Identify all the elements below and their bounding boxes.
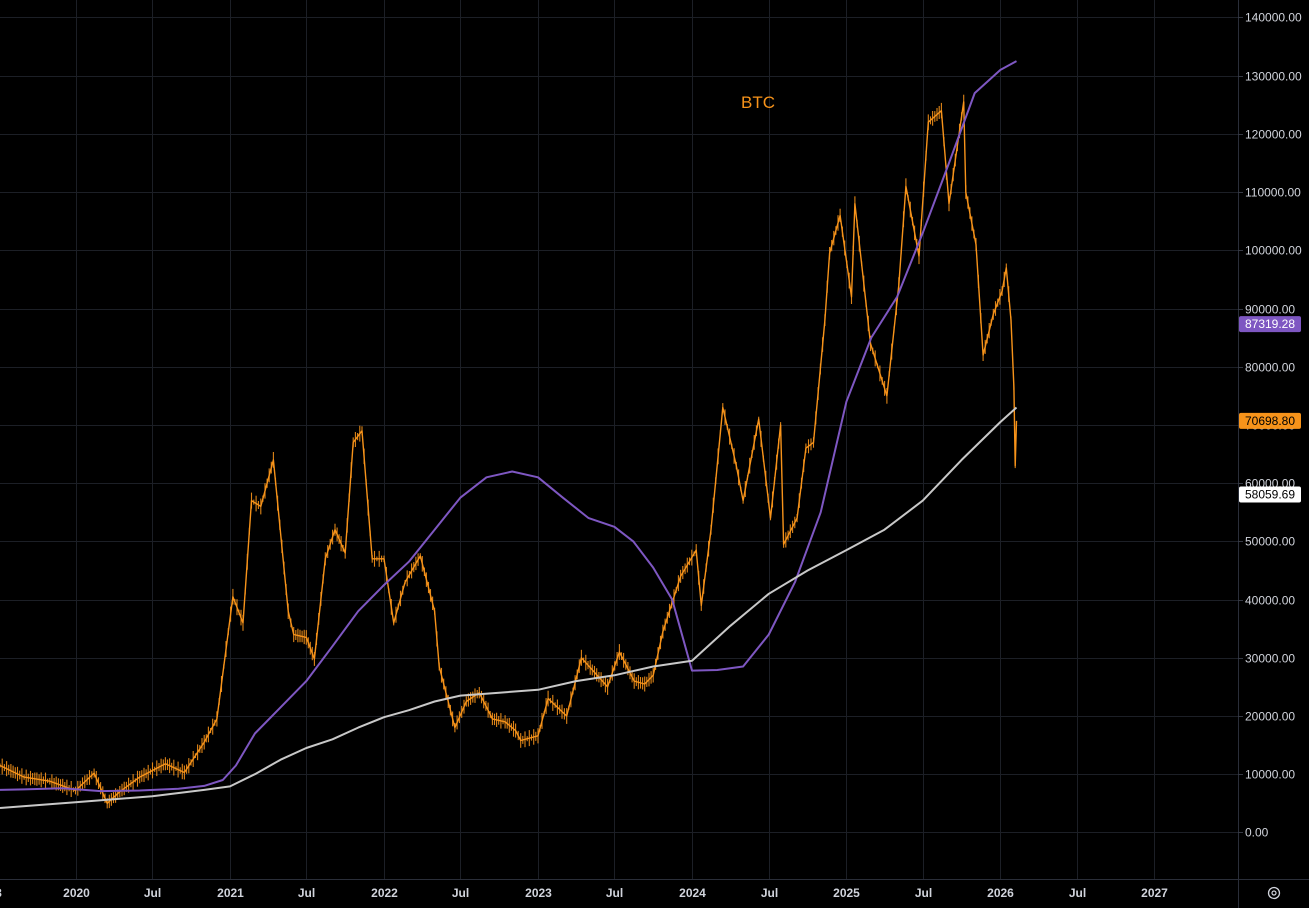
- x-tick-label: 2027: [1141, 886, 1168, 900]
- x-tick-label: 2023: [525, 886, 552, 900]
- x-tick-label: Jul: [915, 886, 932, 900]
- x-tick-label: Jul: [606, 886, 623, 900]
- y-tick-label: 90000.00: [1245, 303, 1295, 317]
- y-tick-label: 10000.00: [1245, 768, 1295, 782]
- y-tick-label: 140000.00: [1245, 11, 1302, 25]
- price-tags: 70698.80 87319.28 58059.69: [1239, 316, 1301, 503]
- y-tick-label: 40000.00: [1245, 594, 1295, 608]
- y-tick-label: 130000.00: [1245, 70, 1302, 84]
- y-tick-label: 100000.00: [1245, 244, 1302, 258]
- series-line-ma_slow[interactable]: [0, 406, 1018, 809]
- x-tick-label: Jul: [761, 886, 778, 900]
- x-tick-label: Jul: [298, 886, 315, 900]
- x-tick-label: 2022: [371, 886, 398, 900]
- x-tick-label: 8: [0, 886, 2, 900]
- y-tick-label: 80000.00: [1245, 361, 1295, 375]
- chart-title: BTC: [741, 93, 775, 112]
- x-tick-label: Jul: [452, 886, 469, 900]
- series-line-price[interactable]: [0, 101, 1018, 804]
- x-tick-label: 2021: [217, 886, 244, 900]
- y-tick-label: 50000.00: [1245, 535, 1295, 549]
- last-value-tag-ma_fast: [1239, 316, 1301, 333]
- y-tick-label: 20000.00: [1245, 710, 1295, 724]
- x-axis[interactable]: 8 2020 Jul 2021 Jul 2022 Jul 2023 Jul 2024 Jul 2025…: [0, 886, 1168, 900]
- x-tick-label: 2020: [63, 886, 90, 900]
- x-tick-label: 2025: [833, 886, 860, 900]
- last-value-label-ma_fast: 87319.28: [1245, 317, 1295, 331]
- x-tick-label: 2024: [679, 886, 706, 900]
- y-tick-label: 0.00: [1245, 826, 1269, 840]
- settings-gear-icon[interactable]: [1267, 886, 1281, 900]
- x-tick-label: 2026: [987, 886, 1014, 900]
- series-line-ma_fast[interactable]: [0, 60, 1017, 793]
- x-tick-label: Jul: [144, 886, 161, 900]
- series-layer: [0, 60, 1018, 809]
- grid: [0, 0, 1238, 879]
- y-tick-label: 30000.00: [1245, 652, 1295, 666]
- x-tick-label: Jul: [1069, 886, 1086, 900]
- y-tick-label: 120000.00: [1245, 128, 1302, 142]
- y-tick-label: 110000.00: [1245, 186, 1301, 200]
- y-axis[interactable]: 0.00 10000.00 20000.00 30000.00 40000.00 5000…: [1238, 11, 1302, 840]
- last-value-tag-price: [1239, 412, 1301, 429]
- last-value-label-price: 70698.80: [1245, 414, 1295, 428]
- last-value-label-ma_slow: 58059.69: [1245, 488, 1295, 502]
- last-value-tag-ma_slow: [1239, 486, 1301, 503]
